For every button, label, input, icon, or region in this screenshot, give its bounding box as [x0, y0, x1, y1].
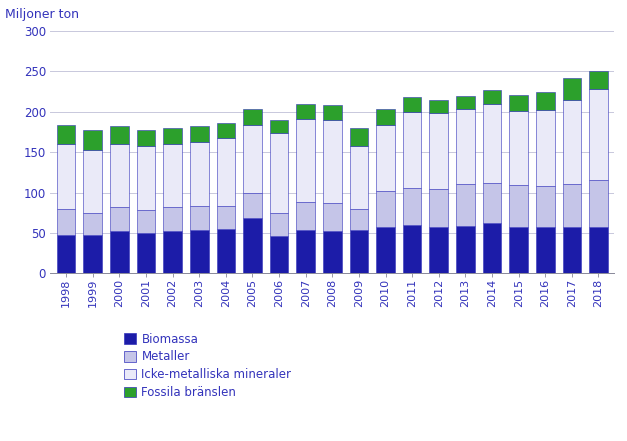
- Bar: [376, 191, 395, 227]
- Bar: [456, 109, 475, 184]
- Bar: [376, 227, 395, 273]
- Bar: [403, 188, 421, 225]
- Bar: [350, 146, 368, 209]
- Bar: [562, 101, 581, 184]
- Bar: [456, 226, 475, 273]
- Bar: [456, 96, 475, 109]
- Bar: [110, 126, 129, 144]
- Bar: [270, 213, 288, 236]
- Text: Miljoner ton: Miljoner ton: [5, 8, 79, 21]
- Bar: [216, 123, 235, 138]
- Bar: [562, 78, 581, 101]
- Bar: [57, 209, 75, 235]
- Bar: [562, 184, 581, 227]
- Bar: [403, 112, 421, 188]
- Bar: [216, 138, 235, 206]
- Bar: [83, 149, 102, 213]
- Bar: [110, 232, 129, 273]
- Bar: [536, 228, 554, 273]
- Bar: [190, 126, 209, 142]
- Bar: [110, 144, 129, 207]
- Bar: [297, 105, 315, 119]
- Bar: [509, 228, 528, 273]
- Bar: [536, 110, 554, 186]
- Bar: [190, 206, 209, 230]
- Bar: [323, 105, 342, 120]
- Bar: [270, 133, 288, 213]
- Bar: [243, 218, 262, 273]
- Bar: [509, 185, 528, 228]
- Bar: [350, 209, 368, 230]
- Bar: [137, 209, 155, 233]
- Bar: [509, 95, 528, 111]
- Bar: [57, 235, 75, 273]
- Bar: [243, 109, 262, 125]
- Bar: [243, 125, 262, 193]
- Bar: [403, 225, 421, 273]
- Bar: [163, 207, 182, 231]
- Bar: [562, 227, 581, 273]
- Bar: [589, 227, 608, 273]
- Bar: [163, 128, 182, 144]
- Bar: [350, 230, 368, 273]
- Bar: [350, 128, 368, 146]
- Bar: [137, 233, 155, 273]
- Bar: [589, 89, 608, 180]
- Bar: [589, 71, 608, 89]
- Bar: [270, 236, 288, 273]
- Bar: [536, 92, 554, 110]
- Bar: [536, 186, 554, 228]
- Bar: [163, 144, 182, 207]
- Bar: [57, 125, 75, 144]
- Bar: [323, 231, 342, 273]
- Bar: [323, 203, 342, 231]
- Bar: [57, 144, 75, 209]
- Bar: [83, 131, 102, 149]
- Bar: [429, 113, 448, 189]
- Bar: [297, 119, 315, 202]
- Bar: [110, 207, 129, 232]
- Bar: [483, 90, 502, 104]
- Bar: [297, 202, 315, 230]
- Bar: [376, 109, 395, 125]
- Bar: [429, 228, 448, 273]
- Bar: [163, 231, 182, 273]
- Bar: [297, 230, 315, 273]
- Legend: Biomassa, Metaller, Icke-metalliska mineraler, Fossila bränslen: Biomassa, Metaller, Icke-metalliska mine…: [124, 333, 292, 399]
- Bar: [243, 193, 262, 218]
- Bar: [190, 142, 209, 206]
- Bar: [429, 189, 448, 228]
- Bar: [403, 97, 421, 112]
- Bar: [429, 100, 448, 113]
- Bar: [483, 183, 502, 223]
- Bar: [83, 213, 102, 235]
- Bar: [483, 223, 502, 273]
- Bar: [190, 230, 209, 273]
- Bar: [456, 184, 475, 226]
- Bar: [376, 125, 395, 191]
- Bar: [83, 235, 102, 273]
- Bar: [216, 206, 235, 229]
- Bar: [137, 146, 155, 209]
- Bar: [137, 131, 155, 146]
- Bar: [509, 111, 528, 185]
- Bar: [323, 120, 342, 203]
- Bar: [216, 229, 235, 273]
- Bar: [270, 120, 288, 133]
- Bar: [589, 180, 608, 227]
- Bar: [483, 104, 502, 183]
